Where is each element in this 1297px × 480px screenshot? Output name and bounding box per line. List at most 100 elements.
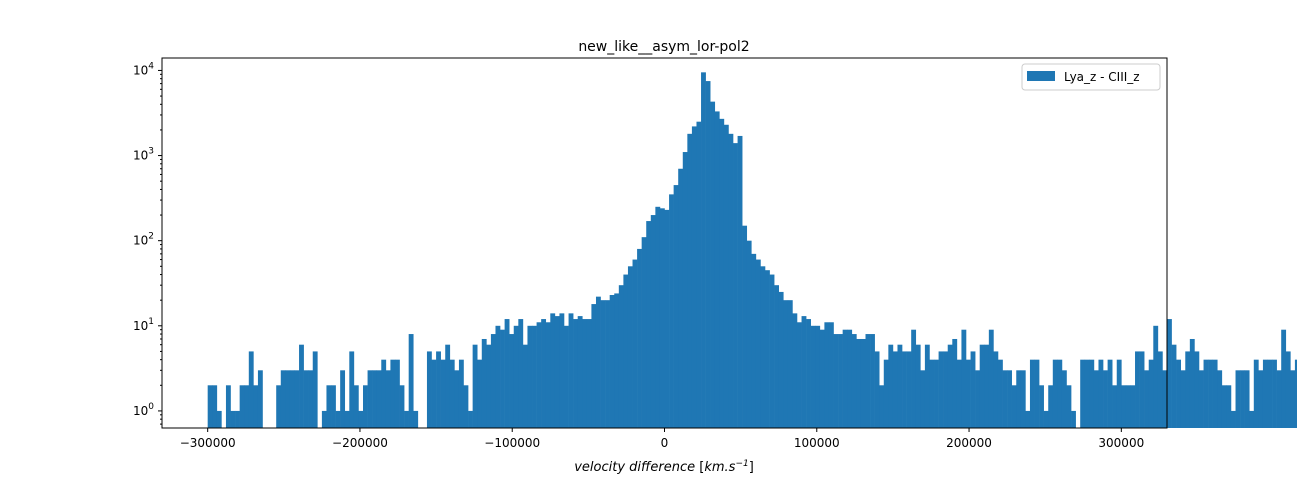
histogram-bar (1139, 351, 1145, 428)
histogram-bar (230, 410, 236, 428)
histogram-bar (1281, 329, 1287, 428)
histogram-bar (682, 152, 688, 428)
histogram-bar (851, 334, 857, 428)
histogram-bar (714, 111, 720, 428)
histogram-bar (915, 344, 921, 428)
histogram-bar (975, 370, 981, 428)
histogram-bar (1107, 359, 1113, 428)
histogram-bar (801, 316, 807, 428)
x-axis-label: velocity difference [km.s−1] (574, 459, 754, 475)
histogram-bar (385, 370, 391, 428)
histogram-bar (1203, 359, 1209, 428)
histogram-bar (1258, 370, 1264, 428)
histogram-bar (883, 359, 889, 428)
histogram-bar (1148, 359, 1154, 428)
histogram-bar (394, 359, 400, 428)
histogram-bar (532, 325, 537, 428)
histogram-bar (646, 221, 652, 428)
histogram-bar (308, 370, 314, 428)
histogram-bar (828, 322, 834, 428)
histogram-bar (376, 370, 382, 428)
histogram-bar (248, 351, 254, 428)
x-tick-label: −300000 (180, 436, 236, 450)
histogram-bar (938, 351, 944, 428)
histogram-bar (778, 291, 784, 428)
histogram-bar (815, 325, 821, 428)
histogram-bar (691, 126, 697, 428)
histogram-bar (276, 385, 282, 428)
histogram-bar (650, 215, 656, 428)
histogram-bar (906, 351, 912, 428)
histogram-bar (810, 325, 816, 428)
histogram-bar (719, 118, 725, 428)
histogram-bar (390, 359, 396, 428)
histogram-bar (559, 313, 565, 428)
histogram-bar (787, 300, 793, 428)
x-axis-label-bracket-open: [ (699, 460, 704, 475)
histogram-bar (522, 344, 528, 428)
histogram-bar (486, 344, 492, 428)
histogram-bar (440, 359, 446, 428)
histogram-bar (733, 143, 738, 428)
histogram-bar (299, 344, 304, 428)
histogram-bar (285, 370, 291, 428)
histogram-bar (527, 325, 533, 428)
y-tick-label: 103 (133, 147, 154, 163)
histogram-bar (458, 359, 464, 428)
histogram-bar (1244, 370, 1250, 428)
histogram-bar (792, 313, 798, 428)
histogram-bar (454, 370, 460, 428)
histogram-bar (1071, 410, 1076, 428)
histogram-bar (225, 385, 231, 428)
histogram-bar (472, 344, 478, 428)
histogram-bar (1171, 344, 1177, 428)
histogram-bar (481, 338, 487, 428)
histogram-bar (326, 385, 332, 428)
histogram-bar (367, 370, 373, 428)
histogram-bar (591, 304, 597, 428)
histogram-bar (737, 135, 743, 428)
histogram-bar (353, 385, 359, 428)
histogram-bar (1230, 410, 1236, 428)
histogram-bar (920, 370, 926, 428)
histogram-bar (1180, 370, 1186, 428)
histogram-bar (577, 316, 583, 428)
x-tick-label: −100000 (484, 436, 540, 450)
histogram-bar (495, 325, 501, 428)
histogram-bar (860, 338, 866, 428)
histogram-bar (796, 322, 802, 428)
histogram-bar (988, 329, 994, 428)
histogram-bar (536, 322, 542, 428)
histogram-bar (838, 334, 843, 428)
histogram-bar (1144, 370, 1150, 428)
histogram-bar (363, 385, 368, 428)
histogram-bar (605, 300, 610, 428)
histogram-bar (664, 209, 670, 428)
histogram-bar (253, 385, 259, 428)
histogram-bar (947, 344, 953, 428)
histogram-bar (1212, 359, 1218, 428)
histogram-bar (618, 285, 624, 428)
histogram-bar (1011, 385, 1017, 428)
histogram-bar (783, 300, 789, 428)
histogram-bar (1290, 370, 1296, 428)
x-axis-label-exponent: −1 (735, 459, 748, 469)
histogram-bar (1167, 319, 1172, 428)
x-axis-label-bracket-close: ] (749, 460, 754, 475)
histogram-bar (659, 208, 665, 428)
histogram-bar (413, 410, 419, 428)
histogram-bar (956, 359, 962, 428)
histogram-bar (929, 359, 935, 428)
histogram-bar (641, 237, 647, 428)
histogram-bar (545, 322, 551, 428)
x-tick-label: 300000 (1098, 436, 1144, 450)
histogram-bar (1016, 370, 1022, 428)
histogram-bar (765, 270, 770, 428)
histogram-bar (833, 334, 839, 428)
histogram-bar (961, 329, 967, 428)
histogram-bar (979, 344, 985, 428)
histogram-bar (806, 319, 811, 428)
histogram-bar (404, 410, 409, 428)
histogram-bar (431, 359, 437, 428)
histogram-bar (1157, 351, 1163, 428)
